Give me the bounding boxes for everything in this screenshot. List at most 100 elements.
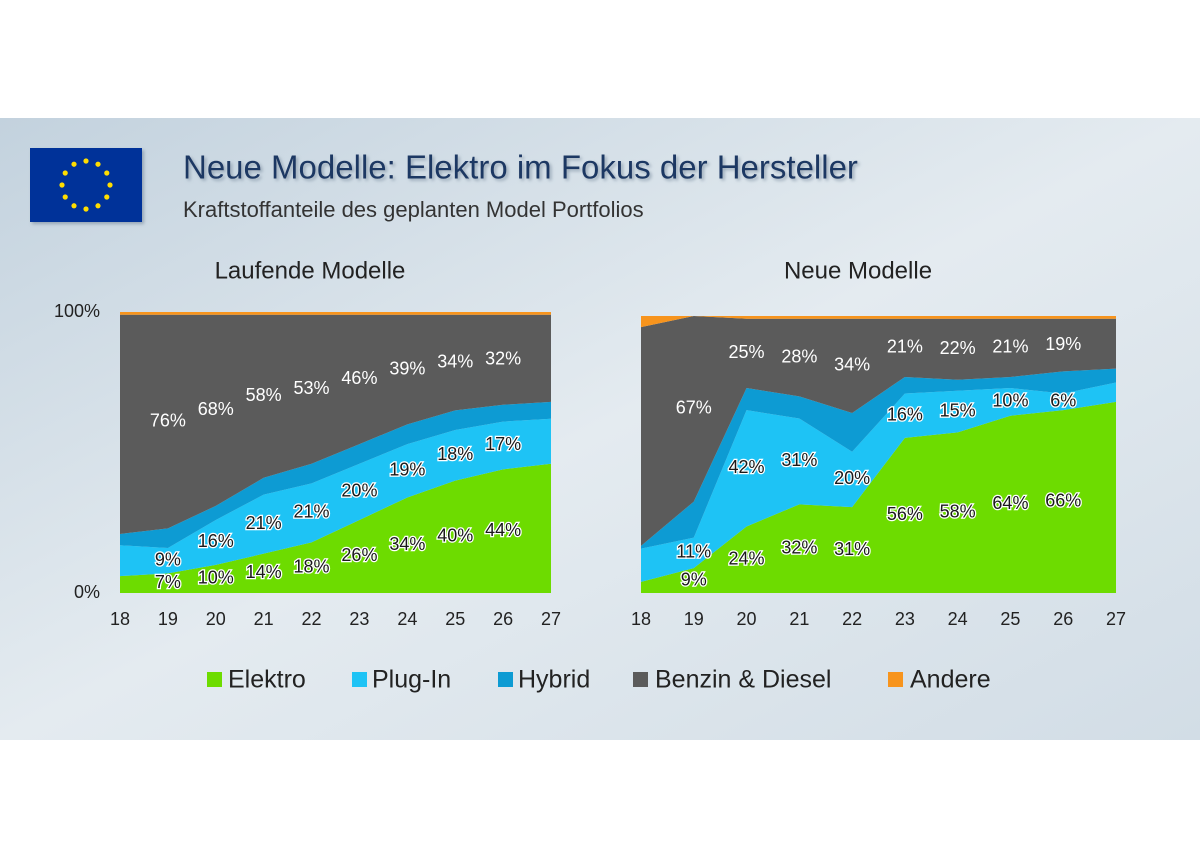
data-label: 32% xyxy=(781,537,817,557)
eu-flag xyxy=(30,148,142,222)
x-tick-label: 19 xyxy=(684,609,704,629)
area xyxy=(641,382,1116,582)
data-label: 11% xyxy=(676,542,711,562)
x-tick-label: 24 xyxy=(948,609,968,629)
data-label: 15% xyxy=(940,400,976,420)
x-tick-label: 18 xyxy=(110,609,130,629)
legend-swatch xyxy=(633,672,648,687)
legend-swatch xyxy=(207,672,222,687)
data-label: 14% xyxy=(246,562,282,582)
data-label: 58% xyxy=(246,385,282,405)
data-label: 17% xyxy=(485,434,521,454)
area xyxy=(641,401,1116,593)
data-label: 20% xyxy=(834,468,870,488)
legend-label: Andere xyxy=(910,666,991,694)
data-label: 44% xyxy=(485,520,521,540)
data-label: 64% xyxy=(992,493,1028,513)
x-tick-label: 25 xyxy=(1000,609,1020,629)
flag-star xyxy=(59,182,65,188)
chart-title: Laufende Modelle xyxy=(215,257,406,284)
data-label: 9% xyxy=(155,549,181,569)
page-subtitle: Kraftstoffanteile des geplanten Model Po… xyxy=(183,197,644,222)
data-label: 26% xyxy=(341,545,377,565)
data-label: 21% xyxy=(992,337,1028,357)
data-label: 67% xyxy=(676,398,712,418)
x-tick-label: 22 xyxy=(842,609,862,629)
legend-swatch xyxy=(352,672,367,687)
flag-star xyxy=(107,182,113,188)
flag-star xyxy=(104,194,110,200)
flag-star xyxy=(62,194,68,200)
x-tick-label: 26 xyxy=(1053,609,1073,629)
page-title: Neue Modelle: Elektro im Fokus der Herst… xyxy=(183,149,858,186)
legend-label: Benzin & Diesel xyxy=(655,666,831,694)
data-label: 32% xyxy=(485,349,521,369)
data-label: 16% xyxy=(887,404,923,424)
flag-star xyxy=(83,158,89,164)
data-label: 31% xyxy=(781,450,817,470)
x-tick-label: 19 xyxy=(158,609,178,629)
flag-star xyxy=(62,170,68,176)
x-tick-label: 22 xyxy=(302,609,322,629)
y-tick-label: 100% xyxy=(54,301,100,321)
flag-star xyxy=(95,203,101,209)
data-label: 10% xyxy=(198,568,234,588)
data-label: 21% xyxy=(246,513,282,533)
data-label: 24% xyxy=(729,549,765,569)
x-tick-label: 20 xyxy=(737,609,757,629)
data-label: 18% xyxy=(294,556,330,576)
x-tick-label: 21 xyxy=(254,609,274,629)
area xyxy=(120,463,551,593)
x-tick-label: 24 xyxy=(397,609,417,629)
data-label: 56% xyxy=(887,504,923,524)
flag-star xyxy=(71,203,77,209)
x-tick-label: 18 xyxy=(631,609,651,629)
data-label: 40% xyxy=(437,526,473,546)
data-label: 16% xyxy=(198,531,234,551)
flag-star xyxy=(83,206,89,212)
data-label: 58% xyxy=(940,501,976,521)
data-label: 76% xyxy=(150,410,186,430)
data-label: 9% xyxy=(681,569,707,589)
data-label: 7% xyxy=(155,572,181,592)
data-label: 19% xyxy=(1045,334,1081,354)
y-tick-label: 0% xyxy=(74,582,100,602)
x-tick-label: 20 xyxy=(206,609,226,629)
x-tick-label: 27 xyxy=(1106,609,1126,629)
data-label: 6% xyxy=(1050,391,1076,411)
area xyxy=(641,316,1116,328)
data-label: 21% xyxy=(887,337,923,357)
area xyxy=(120,312,551,315)
x-tick-label: 26 xyxy=(493,609,513,629)
data-label: 10% xyxy=(992,391,1028,411)
data-label: 25% xyxy=(729,342,765,362)
x-tick-label: 25 xyxy=(445,609,465,629)
x-tick-label: 21 xyxy=(789,609,809,629)
data-label: 53% xyxy=(294,378,330,398)
data-label: 34% xyxy=(389,534,425,554)
data-label: 34% xyxy=(834,355,870,375)
flag-star xyxy=(71,161,77,167)
data-label: 66% xyxy=(1045,490,1081,510)
chart-title: Neue Modelle xyxy=(784,257,932,284)
legend-swatch xyxy=(498,672,513,687)
data-label: 18% xyxy=(437,444,473,464)
x-tick-label: 23 xyxy=(349,609,369,629)
flag-star xyxy=(104,170,110,176)
legend-swatch xyxy=(888,672,903,687)
area xyxy=(120,314,551,534)
legend-label: Elektro xyxy=(228,666,306,694)
data-label: 22% xyxy=(940,338,976,358)
x-tick-label: 27 xyxy=(541,609,561,629)
data-label: 31% xyxy=(834,539,870,559)
data-label: 19% xyxy=(389,460,425,480)
area xyxy=(641,316,1116,546)
area xyxy=(120,418,551,577)
legend-label: Hybrid xyxy=(518,666,590,694)
data-label: 20% xyxy=(341,481,377,501)
data-label: 28% xyxy=(781,346,817,366)
data-label: 68% xyxy=(198,399,234,419)
data-label: 42% xyxy=(729,457,765,477)
flag-star xyxy=(95,161,101,167)
